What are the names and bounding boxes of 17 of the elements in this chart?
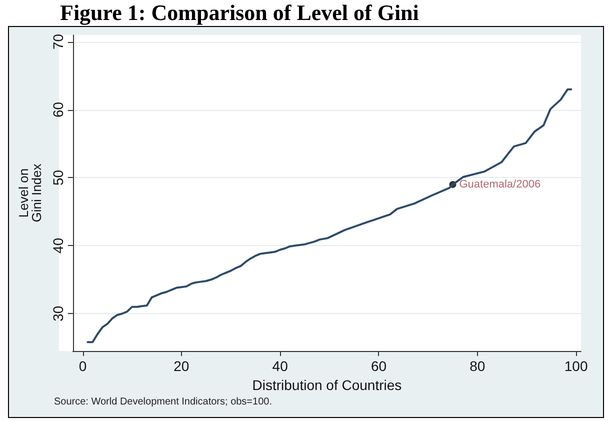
y-axis-title: Level on Gini Index [16,163,44,222]
x-tick-label: 40 [272,358,288,374]
x-tick-label: 60 [370,358,387,374]
line-series [86,88,572,344]
y-tick-label: 40 [50,238,66,254]
x-tick-label: 80 [470,358,486,374]
x-tick-label: 20 [174,358,190,374]
y-tick-label: 70 [50,34,66,50]
x-tick-label: 0 [78,358,87,374]
y-tick-label: 30 [50,306,66,322]
y-tick-label: 60 [50,102,66,118]
series-label: Guatemala/2006 [459,178,541,191]
chart-title: Figure 1: Comparison of Level of Gini [60,0,419,26]
source-note: Source: World Development Indicators; obs=100. [54,396,272,408]
x-tick-label: 100 [564,358,588,374]
x-axis-title: Distribution of Countries [252,376,402,393]
y-tick-label: 50 [50,170,66,186]
